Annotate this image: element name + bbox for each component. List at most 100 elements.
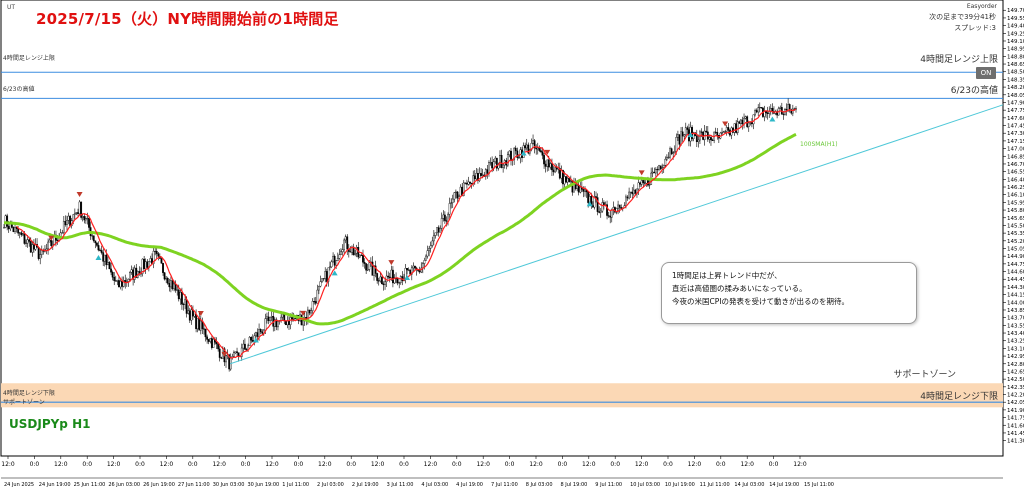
x-time-label: 0:0 bbox=[558, 461, 568, 468]
x-time-label: 12:0 bbox=[265, 461, 279, 468]
candle-body bbox=[535, 147, 538, 150]
candle-body bbox=[248, 336, 251, 347]
candle-body bbox=[524, 145, 527, 149]
y-tick-label: 141.900 bbox=[1007, 408, 1024, 414]
candle-body bbox=[527, 144, 530, 154]
candle-body bbox=[451, 198, 454, 203]
candle-body bbox=[56, 240, 59, 242]
candle-body bbox=[579, 186, 582, 193]
candle-body bbox=[757, 107, 760, 113]
candle-body bbox=[264, 318, 267, 331]
x-date-label: 3 Jul 11:00 bbox=[387, 482, 414, 488]
candle-body bbox=[454, 191, 457, 193]
candle-body bbox=[119, 280, 122, 288]
candle-body bbox=[673, 151, 676, 153]
candle-body bbox=[319, 281, 322, 287]
x-time-label: 0:0 bbox=[452, 461, 462, 468]
x-time-label: 0:0 bbox=[30, 461, 40, 468]
candle-body bbox=[102, 252, 105, 262]
candle-body bbox=[472, 175, 475, 184]
candle-body bbox=[555, 167, 558, 170]
candle-body bbox=[760, 107, 763, 109]
y-tick-label: 145.650 bbox=[1007, 216, 1024, 222]
candle-body bbox=[144, 261, 147, 270]
candle-body bbox=[541, 151, 544, 156]
candle-body bbox=[705, 130, 708, 133]
candle-body bbox=[173, 283, 175, 289]
candle-body bbox=[406, 267, 408, 271]
y-tick-label: 142.050 bbox=[1007, 400, 1024, 406]
x-date-label: 26 Jun 03:00 bbox=[108, 482, 140, 488]
candle-body bbox=[177, 289, 180, 300]
candle-body bbox=[494, 157, 497, 163]
x-time-label: 12:0 bbox=[318, 461, 332, 468]
candle-body bbox=[552, 169, 555, 173]
candle-body bbox=[335, 260, 338, 266]
candle-body bbox=[744, 116, 747, 119]
y-tick-label: 148.800 bbox=[1007, 54, 1024, 60]
x-date-label: 30 Jun 19:00 bbox=[247, 482, 279, 488]
candle-body bbox=[242, 343, 245, 349]
candle-body bbox=[358, 254, 361, 258]
candle-body bbox=[48, 239, 51, 243]
on-toggle-button[interactable]: ON bbox=[976, 67, 996, 79]
y-tick-label: 143.550 bbox=[1007, 323, 1024, 329]
candle-body bbox=[81, 216, 84, 218]
candle-body bbox=[127, 279, 130, 282]
june23-high-label-right: 6/23の高値 bbox=[950, 86, 998, 96]
x-date-label: 24 Jun 2025 bbox=[4, 482, 34, 488]
x-date-label: 14 Jul 03:00 bbox=[734, 482, 764, 488]
candle-body bbox=[669, 148, 671, 158]
y-tick-label: 147.000 bbox=[1007, 147, 1024, 153]
candle-body bbox=[787, 104, 790, 111]
candle-body bbox=[152, 250, 155, 264]
candle-body bbox=[284, 320, 287, 326]
candle-body bbox=[179, 292, 182, 300]
signal-arrow bbox=[331, 270, 338, 276]
candle-body bbox=[459, 186, 462, 197]
y-tick-label: 141.750 bbox=[1007, 416, 1024, 422]
candle-body bbox=[182, 303, 185, 305]
y-tick-label: 149.400 bbox=[1007, 24, 1024, 30]
candle-body bbox=[788, 104, 791, 110]
candle-body bbox=[634, 189, 637, 194]
candle-body bbox=[727, 127, 730, 131]
candle-body bbox=[684, 127, 687, 135]
candle-body bbox=[475, 173, 478, 180]
candle-body bbox=[377, 280, 380, 282]
candle-body bbox=[166, 278, 169, 284]
candle-body bbox=[47, 241, 49, 250]
candle-body bbox=[766, 112, 769, 114]
candle-body bbox=[681, 131, 684, 137]
candle-body bbox=[393, 277, 396, 284]
candle-body bbox=[751, 122, 753, 125]
candle-body bbox=[675, 137, 678, 152]
y-tick-label: 142.800 bbox=[1007, 362, 1024, 368]
candle-body bbox=[245, 349, 248, 351]
candle-body bbox=[513, 147, 516, 160]
range-lower-label-left: 4時間足レンジ下限 bbox=[3, 390, 55, 397]
y-tick-label: 147.750 bbox=[1007, 108, 1024, 114]
candle-body bbox=[491, 162, 494, 169]
candle-body bbox=[206, 336, 209, 340]
candle-body bbox=[543, 155, 545, 165]
candle-body bbox=[450, 202, 453, 204]
y-tick-label: 144.150 bbox=[1007, 293, 1024, 299]
candle-body bbox=[670, 148, 673, 155]
candle-body bbox=[21, 233, 24, 236]
candle-body bbox=[399, 276, 402, 283]
y-tick-label: 148.950 bbox=[1007, 47, 1024, 53]
candle-body bbox=[368, 262, 371, 270]
candle-body bbox=[431, 240, 434, 246]
candle-body bbox=[23, 233, 26, 244]
candle-body bbox=[735, 123, 738, 133]
candle-body bbox=[631, 191, 634, 195]
x-time-label: 12:0 bbox=[107, 461, 121, 468]
candle-body bbox=[648, 184, 651, 186]
candle-body bbox=[606, 204, 608, 216]
candle-body bbox=[270, 316, 273, 318]
candle-body bbox=[625, 196, 627, 206]
candle-body bbox=[340, 251, 342, 255]
candle-body bbox=[258, 329, 260, 337]
